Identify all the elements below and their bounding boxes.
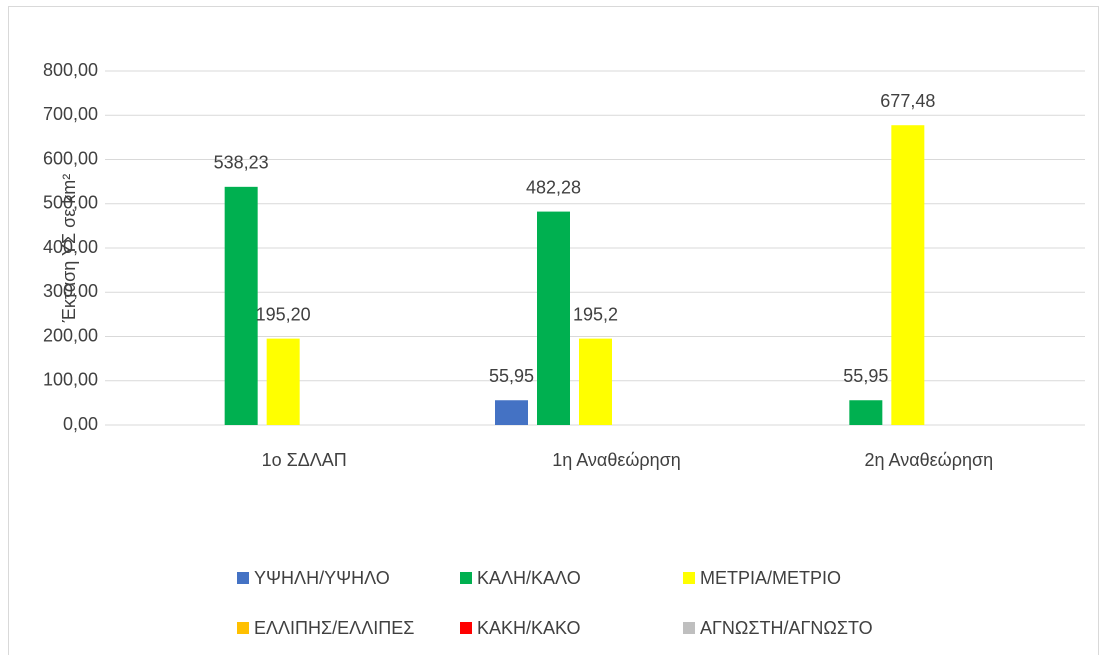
legend-swatch [460, 572, 472, 584]
legend-swatch [683, 572, 695, 584]
legend-swatch [460, 622, 472, 634]
bar [849, 400, 883, 425]
data-label: 482,28 [526, 177, 581, 197]
data-label: 55,95 [489, 366, 534, 386]
y-tick-label: 600,00 [43, 148, 98, 168]
legend-label: ΚΑΛΗ/ΚΑΛΟ [477, 568, 581, 588]
legend-label: ΥΨΗΛΗ/ΥΨΗΛΟ [254, 568, 390, 588]
bar [224, 186, 258, 425]
y-tick-label: 300,00 [43, 281, 98, 301]
x-tick-label: 1η Αναθεώρηση [552, 450, 681, 470]
data-label: 677,48 [880, 91, 935, 111]
legend-swatch [237, 622, 249, 634]
legend-label: ΜΕΤΡΙΑ/ΜΕΤΡΙΟ [700, 568, 841, 588]
bar [537, 211, 570, 425]
legend-swatch [237, 572, 249, 584]
data-label: 195,20 [256, 304, 311, 324]
chart-frame [8, 6, 1099, 660]
legend-label: ΚΑΚΗ/ΚΑΚΟ [477, 618, 580, 638]
legend-swatch [683, 622, 695, 634]
data-label: 55,95 [843, 366, 888, 386]
bar [266, 338, 300, 425]
y-tick-label: 100,00 [43, 370, 98, 390]
bar [891, 125, 925, 426]
bar [579, 338, 612, 425]
y-tick-label: 0,00 [63, 414, 98, 434]
y-tick-label: 800,00 [43, 60, 98, 80]
y-axis-title: Έκταση ΥΣ σε km² [59, 174, 79, 323]
data-label: 195,2 [573, 304, 618, 324]
y-tick-label: 400,00 [43, 237, 98, 257]
legend-label: ΑΓΝΩΣΤΗ/ΑΓΝΩΣΤΟ [700, 618, 873, 638]
y-tick-label: 200,00 [43, 325, 98, 345]
legend-label: ΕΛΛΙΠΗΣ/ΕΛΛΙΠΕΣ [254, 618, 414, 638]
x-tick-label: 2η Αναθεώρηση [865, 450, 994, 470]
y-tick-label: 500,00 [43, 193, 98, 213]
y-tick-label: 700,00 [43, 104, 98, 124]
x-tick-label: 1ο ΣΔΛΑΠ [262, 450, 347, 470]
data-label: 538,23 [214, 153, 269, 173]
bar [495, 400, 528, 425]
